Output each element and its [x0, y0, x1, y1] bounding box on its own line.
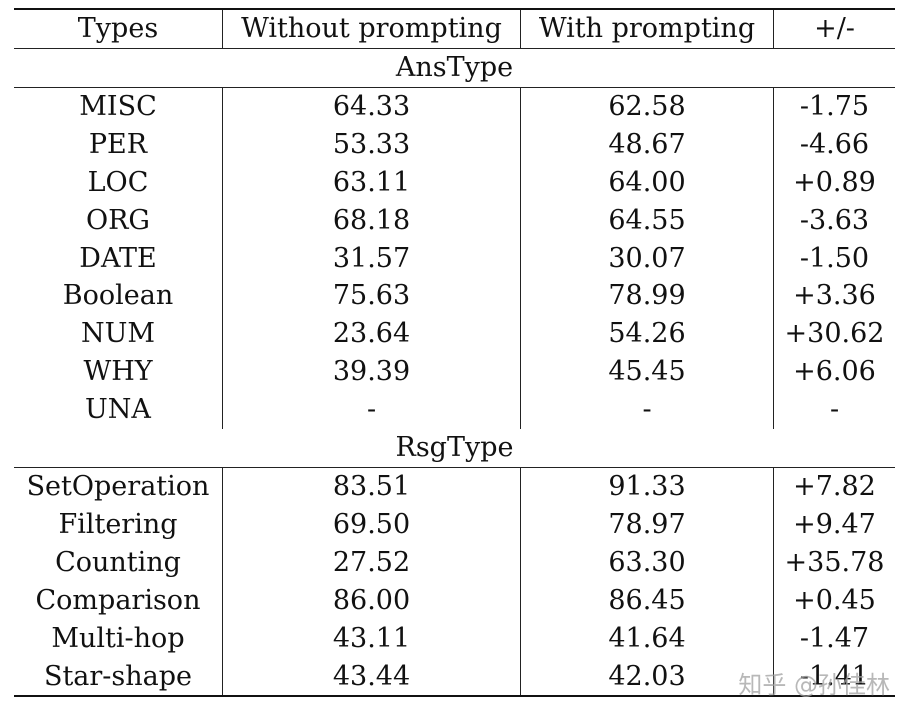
table-row: Comparison 86.00 86.45 +0.45 [14, 581, 895, 620]
difference-cell: +30.62 [773, 315, 895, 354]
without-prompting-cell: 75.63 [222, 277, 521, 316]
difference-cell: -3.63 [773, 201, 895, 240]
with-prompting-cell: 64.00 [520, 163, 774, 202]
difference-cell: -1.47 [773, 619, 895, 658]
section-title: AnsType [14, 48, 895, 88]
table-row: Star-shape 43.44 42.03 -1.41 [14, 657, 895, 698]
table-row: Counting 27.52 63.30 +35.78 [14, 543, 895, 582]
without-prompting-cell: 83.51 [222, 467, 521, 506]
type-cell: Counting [55, 546, 181, 578]
with-prompting-cell: 63.30 [520, 543, 774, 582]
type-cell: ORG [85, 204, 151, 236]
watermark: 知乎 @孙佳林 [738, 671, 890, 699]
type-cell: Comparison [35, 584, 201, 616]
with-prompting-cell: 91.33 [520, 467, 774, 506]
with-prompting-cell: 45.45 [520, 353, 774, 392]
table-row: MISC 64.33 62.58 -1.75 [14, 87, 895, 126]
without-prompting-cell: 64.33 [222, 87, 521, 126]
without-prompting-cell: 23.64 [222, 315, 521, 354]
without-prompting-cell: 27.52 [222, 543, 521, 582]
difference-cell: +9.47 [773, 505, 895, 544]
type-cell: DATE [79, 242, 157, 274]
type-cell: LOC [87, 166, 149, 198]
type-cell: Boolean [62, 280, 174, 312]
difference-cell: +0.45 [773, 581, 895, 620]
with-prompting-cell: 54.26 [520, 315, 774, 354]
table-row: WHY 39.39 45.45 +6.06 [14, 353, 895, 392]
difference-cell: -4.66 [773, 125, 895, 164]
type-cell: SetOperation [26, 470, 210, 502]
difference-cell: - [773, 391, 895, 430]
header-without-prompting: Without prompting [222, 8, 521, 49]
type-cell: PER [88, 128, 148, 160]
difference-cell: +3.36 [773, 277, 895, 316]
difference-cell: -1.75 [773, 87, 895, 126]
difference-cell: +35.78 [773, 543, 895, 582]
section-header-row: AnsType [14, 48, 895, 88]
difference-cell: +0.89 [773, 163, 895, 202]
table-row: Multi-hop 43.11 41.64 -1.47 [14, 619, 895, 658]
table-row: ORG 68.18 64.55 -3.63 [14, 201, 895, 240]
without-prompting-cell: 43.44 [222, 657, 521, 698]
section-title: RsgType [14, 429, 895, 468]
table-row: Filtering 69.50 78.97 +9.47 [14, 505, 895, 544]
without-prompting-cell: 86.00 [222, 581, 521, 620]
without-prompting-cell: - [222, 391, 521, 430]
results-table-container: Types Without prompting With prompting +… [14, 8, 895, 698]
difference-cell: +7.82 [773, 467, 895, 506]
with-prompting-cell: 86.45 [520, 581, 774, 620]
with-prompting-cell: 30.07 [520, 239, 774, 278]
table-row: SetOperation 83.51 91.33 +7.82 [14, 467, 895, 506]
with-prompting-cell: - [520, 391, 774, 430]
type-cell: Multi-hop [51, 622, 185, 654]
table-row: NUM 23.64 54.26 +30.62 [14, 315, 895, 354]
header-difference: +/- [773, 8, 895, 49]
without-prompting-cell: 68.18 [222, 201, 521, 240]
type-cell: NUM [80, 318, 156, 350]
difference-cell: -1.50 [773, 239, 895, 278]
without-prompting-cell: 31.57 [222, 239, 521, 278]
difference-cell: +6.06 [773, 353, 895, 392]
table-row: LOC 63.11 64.00 +0.89 [14, 163, 895, 202]
header-row: Types Without prompting With prompting +… [14, 8, 895, 49]
without-prompting-cell: 63.11 [222, 163, 521, 202]
with-prompting-cell: 48.67 [520, 125, 774, 164]
with-prompting-cell: 78.97 [520, 505, 774, 544]
with-prompting-cell: 78.99 [520, 277, 774, 316]
type-cell: Star-shape [14, 657, 223, 698]
type-cell: WHY [83, 356, 153, 388]
type-cell: Filtering [58, 508, 178, 540]
table-row: Boolean 75.63 78.99 +3.36 [14, 277, 895, 316]
section-header-row: RsgType [14, 429, 895, 468]
type-cell: UNA [85, 394, 151, 426]
table-row: PER 53.33 48.67 -4.66 [14, 125, 895, 164]
with-prompting-cell: 42.03 [520, 657, 774, 698]
without-prompting-cell: 69.50 [222, 505, 521, 544]
table-row: UNA - - - [14, 391, 895, 430]
without-prompting-cell: 53.33 [222, 125, 521, 164]
with-prompting-cell: 62.58 [520, 87, 774, 126]
header-types: Types [14, 8, 223, 49]
header-with-prompting: With prompting [520, 8, 774, 49]
without-prompting-cell: 43.11 [222, 619, 521, 658]
table-body: AnsType MISC 64.33 62.58 -1.75 PER 53.33 48.67-… [14, 48, 895, 698]
results-table: Types Without prompting With prompting +… [14, 8, 895, 698]
type-cell: MISC [79, 90, 157, 122]
with-prompting-cell: 41.64 [520, 619, 774, 658]
table-row: DATE 31.57 30.07 -1.50 [14, 239, 895, 278]
without-prompting-cell: 39.39 [222, 353, 521, 392]
difference-cell: -1.41 [773, 657, 895, 698]
with-prompting-cell: 64.55 [520, 201, 774, 240]
